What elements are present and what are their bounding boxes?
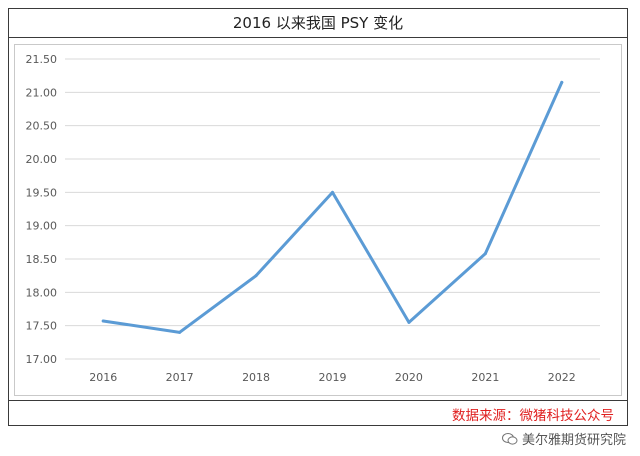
y-tick-label-6: 20.00 <box>26 153 58 166</box>
plot-area-border <box>14 44 622 396</box>
y-tick-label-8: 21.00 <box>26 86 58 99</box>
chart-title-bar: 2016 以来我国 PSY 变化 <box>8 8 628 38</box>
y-tick-label-4: 19.00 <box>26 220 58 233</box>
y-tick-label-3: 18.50 <box>26 253 58 266</box>
data-point-4 <box>407 320 411 324</box>
x-tick-label-1: 2017 <box>166 371 194 384</box>
x-tick-label-4: 2020 <box>395 371 423 384</box>
x-tick-label-0: 2016 <box>89 371 117 384</box>
source-bar: 数据来源：微猪科技公众号 <box>8 400 628 426</box>
series-layer <box>101 80 564 334</box>
data-point-1 <box>178 330 182 334</box>
series-line-0 <box>101 80 564 334</box>
data-point-5 <box>483 252 487 256</box>
watermark: 美尔雅期货研究院 <box>501 429 626 448</box>
data-point-6 <box>560 80 564 84</box>
y-tick-label-1: 17.50 <box>26 320 58 333</box>
chart-title: 2016 以来我国 PSY 变化 <box>232 14 404 32</box>
x-tick-label-5: 2021 <box>471 371 499 384</box>
wechat-icon <box>501 432 518 445</box>
y-tick-label-5: 19.50 <box>26 186 58 199</box>
y-tick-label-0: 17.00 <box>26 353 58 366</box>
data-point-0 <box>101 319 105 323</box>
watermark-text: 美尔雅期货研究院 <box>521 433 626 448</box>
gridlines <box>65 58 600 360</box>
data-point-3 <box>331 190 334 194</box>
y-tick-label-7: 20.50 <box>26 120 58 133</box>
x-tick-label-3: 2019 <box>319 371 347 384</box>
source-note: 数据来源：微猪科技公众号 <box>452 408 614 424</box>
x-tick-label-6: 2022 <box>548 371 576 384</box>
y-axis: 17.00 17.50 18.00 18.50 19.00 19.50 20.00 20.50… <box>26 53 58 366</box>
x-axis: 2016 2017 2018 2019 2020 2021 2022 <box>89 371 576 384</box>
y-tick-label-9: 21.50 <box>26 53 58 66</box>
chart-frame <box>8 8 628 426</box>
x-tick-label-2: 2018 <box>242 371 270 384</box>
data-point-2 <box>254 274 258 278</box>
y-tick-label-2: 18.00 <box>26 286 58 299</box>
